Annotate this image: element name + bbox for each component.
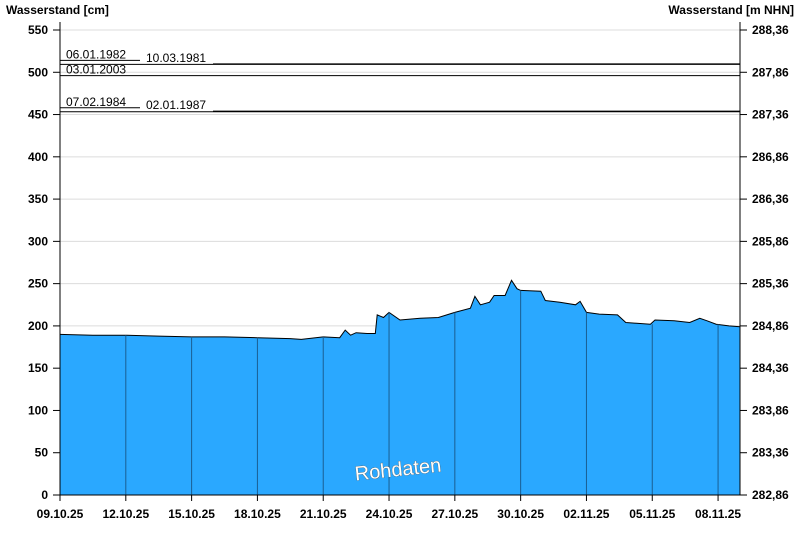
x-tick-label: 02.11.25 <box>563 507 609 521</box>
x-tick-label: 09.10.25 <box>37 507 84 521</box>
right-tick-label: 285,36 <box>752 277 789 291</box>
left-tick-label: 50 <box>35 446 49 460</box>
right-tick-label: 284,36 <box>752 361 789 375</box>
right-tick-label: 285,86 <box>752 234 789 248</box>
left-tick-label: 400 <box>28 150 48 164</box>
right-tick-label: 288,36 <box>752 23 789 37</box>
left-tick-label: 200 <box>28 319 48 333</box>
right-tick-label: 283,36 <box>752 446 789 460</box>
right-tick-label: 287,36 <box>752 108 789 122</box>
x-tick-label: 18.10.25 <box>234 507 281 521</box>
reference-label: 06.01.1982 <box>66 47 126 61</box>
reference-label: 07.02.1984 <box>66 95 126 109</box>
axes: 0 282,86 50 283,36 100 283,86 150 284,36 200 284,… <box>28 22 789 521</box>
left-tick-label: 500 <box>28 65 48 79</box>
left-tick-label: 350 <box>28 192 48 206</box>
x-tick-label: 15.10.25 <box>168 507 215 521</box>
x-tick-label: 27.10.25 <box>431 507 478 521</box>
reference-label: 10.03.1981 <box>146 51 206 65</box>
right-tick-label: 284,86 <box>752 319 789 333</box>
x-tick-label: 08.11.25 <box>695 507 741 521</box>
reference-label: 02.01.1987 <box>146 98 206 112</box>
x-tick-label: 30.10.25 <box>497 507 544 521</box>
x-tick-label: 21.10.25 <box>300 507 347 521</box>
right-tick-label: 286,86 <box>752 150 789 164</box>
left-tick-label: 550 <box>28 23 48 37</box>
reference-lines: 06.01.1982 10.03.1981 03.01.2003 07.02.1984… <box>60 47 740 113</box>
right-tick-label: 286,36 <box>752 192 789 206</box>
water-level-line <box>59 279 741 340</box>
right-axis-title: Wasserstand [m NHN] <box>668 3 794 17</box>
reference-label: 03.01.2003 <box>66 63 126 77</box>
left-tick-label: 450 <box>28 108 48 122</box>
right-tick-label: 282,86 <box>752 488 789 502</box>
right-tick-label: 287,86 <box>752 65 789 79</box>
x-tick-label: 05.11.25 <box>629 507 675 521</box>
left-tick-label: 0 <box>41 488 48 502</box>
left-axis-title: Wasserstand [cm] <box>6 3 109 17</box>
left-tick-label: 300 <box>28 234 48 248</box>
water-level-area <box>60 280 740 495</box>
left-tick-label: 150 <box>28 361 48 375</box>
left-tick-label: 250 <box>28 277 48 291</box>
right-tick-label: 283,86 <box>752 403 789 417</box>
left-tick-label: 100 <box>28 403 48 417</box>
data-area <box>59 279 741 495</box>
x-tick-label: 24.10.25 <box>366 507 413 521</box>
x-tick-label: 12.10.25 <box>102 507 149 521</box>
date-lines <box>125 290 719 495</box>
